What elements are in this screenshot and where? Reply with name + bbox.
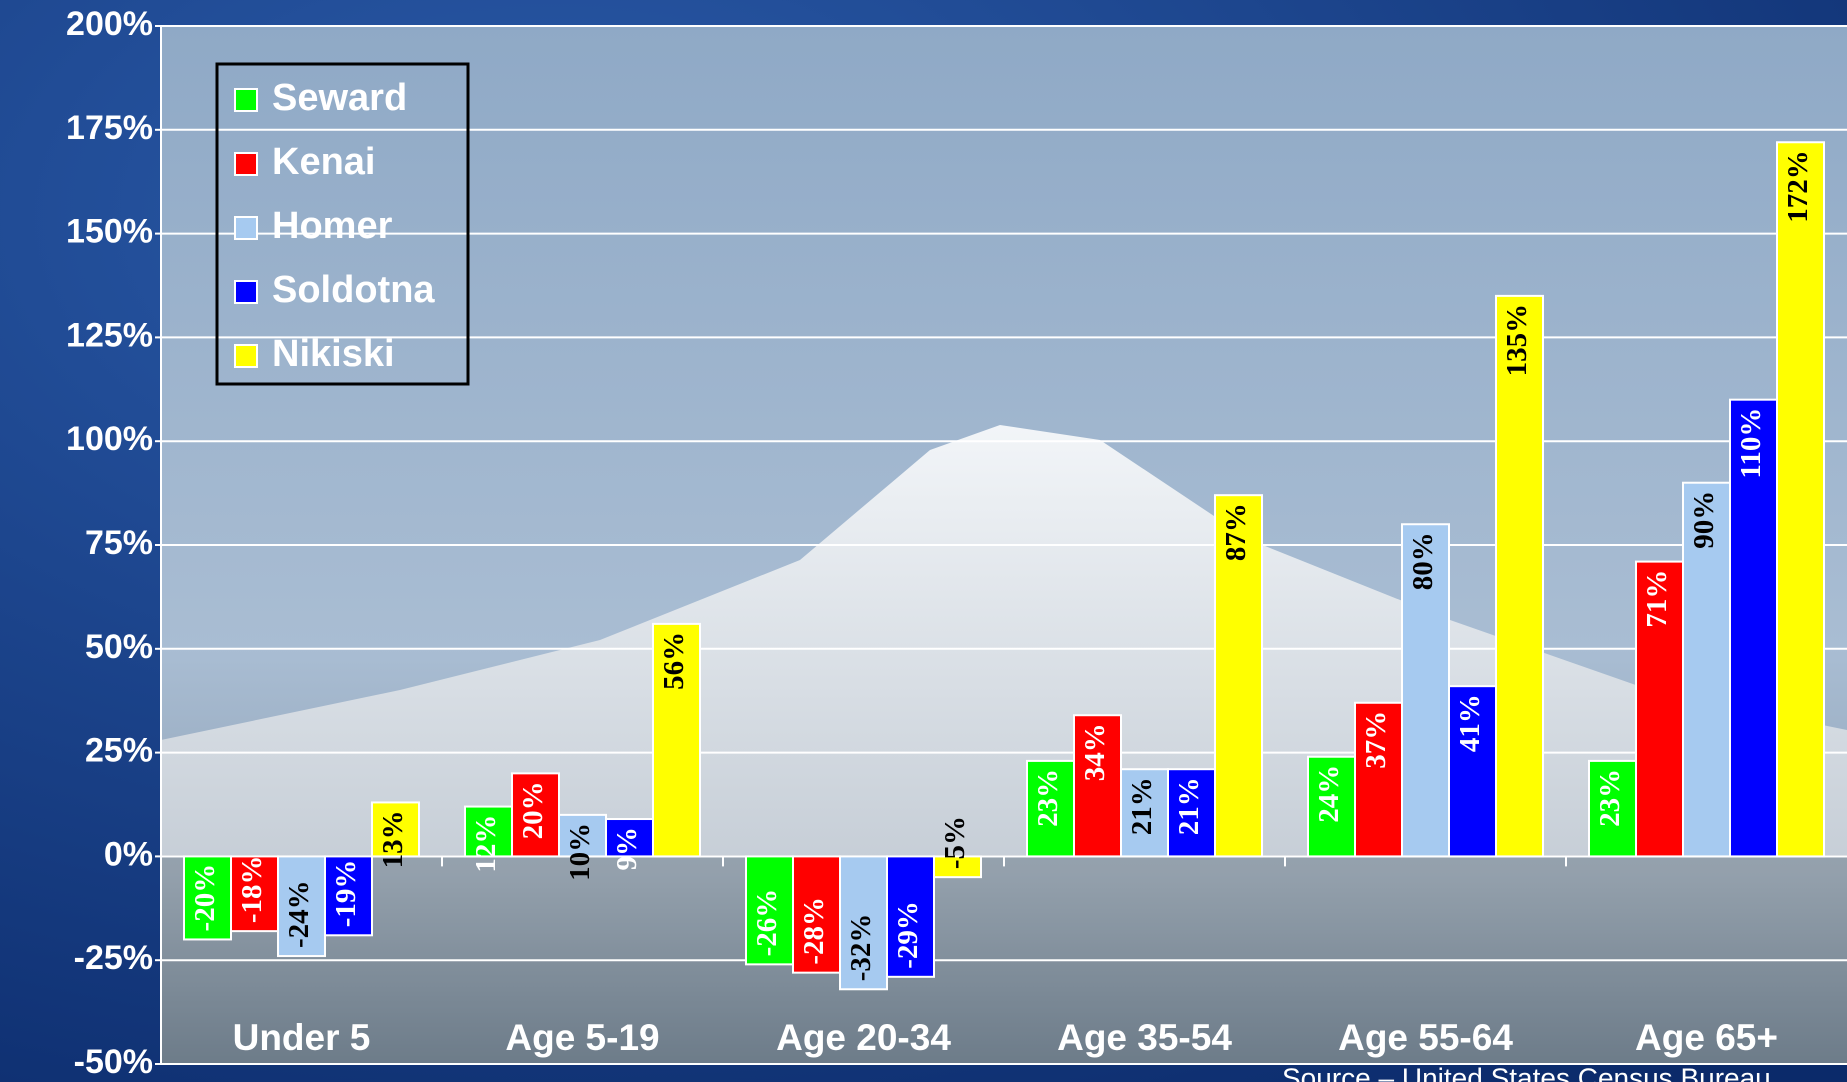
data-label: -29% xyxy=(892,901,924,969)
bar xyxy=(1448,685,1497,858)
bar xyxy=(1214,494,1263,858)
bar xyxy=(745,855,794,966)
legend-swatch xyxy=(234,280,258,304)
data-label: 13% xyxy=(377,810,409,868)
legend-swatch xyxy=(234,216,258,240)
data-label: -18% xyxy=(236,855,268,923)
legend-box xyxy=(215,62,470,386)
y-tick-label: 75% xyxy=(85,524,153,562)
y-tick-label: -25% xyxy=(74,939,153,977)
x-tick-label: Age 5-19 xyxy=(505,1017,659,1058)
legend-label: Seward xyxy=(272,77,407,119)
data-label: 90% xyxy=(1688,491,1720,549)
data-label: 71% xyxy=(1641,570,1673,628)
data-label: 9% xyxy=(611,827,643,871)
data-label: 110% xyxy=(1735,408,1767,479)
data-label: 20% xyxy=(517,781,549,839)
y-tick-label: 100% xyxy=(66,420,153,458)
x-tick-label: Under 5 xyxy=(233,1017,371,1058)
bar xyxy=(1682,481,1731,858)
y-tick-label: 200% xyxy=(66,5,153,43)
data-label: 172% xyxy=(1782,150,1814,223)
data-label: 24% xyxy=(1313,765,1345,823)
data-label: 34% xyxy=(1079,723,1111,781)
data-label: 37% xyxy=(1360,711,1392,769)
data-label: -19% xyxy=(330,860,362,928)
bar xyxy=(324,855,373,937)
data-label: -5% xyxy=(939,816,971,869)
legend-label: Kenai xyxy=(272,141,375,183)
x-tick-label: Age 35-54 xyxy=(1057,1017,1232,1058)
x-tick-label: Age 20-34 xyxy=(776,1017,951,1058)
legend-swatch xyxy=(234,344,258,368)
bar xyxy=(792,855,841,974)
x-tick-label: Age 65+ xyxy=(1635,1017,1778,1058)
data-label: -24% xyxy=(283,880,315,948)
legend-label: Homer xyxy=(272,205,393,247)
bar xyxy=(839,855,888,991)
y-tick-label: 25% xyxy=(85,732,153,770)
data-label: 21% xyxy=(1126,777,1158,835)
bar xyxy=(371,801,420,858)
data-label: 12% xyxy=(470,815,502,873)
legend-label: Nikiski xyxy=(272,333,395,375)
source-note: Source – United States Census Bureau xyxy=(1282,1062,1771,1082)
legend-label: Soldotna xyxy=(272,269,435,311)
data-label: -26% xyxy=(751,889,783,957)
data-label: 87% xyxy=(1220,503,1252,561)
bar xyxy=(511,772,560,858)
data-label: -32% xyxy=(845,914,877,982)
bar xyxy=(886,855,935,978)
data-label: 56% xyxy=(658,632,690,690)
data-label: 135% xyxy=(1501,304,1533,377)
bar xyxy=(277,855,326,958)
legend-swatch xyxy=(234,88,258,112)
data-label: 41% xyxy=(1454,694,1486,752)
bar xyxy=(1588,759,1637,858)
bar xyxy=(1354,701,1403,858)
data-label: -20% xyxy=(189,864,221,932)
bar xyxy=(933,855,982,879)
y-tick-label: 0% xyxy=(104,835,153,873)
bar xyxy=(230,855,279,933)
bar xyxy=(1026,759,1075,858)
bar xyxy=(183,855,232,941)
bar xyxy=(1120,768,1169,858)
y-tick-label: -50% xyxy=(74,1043,153,1081)
data-label: 21% xyxy=(1173,777,1205,835)
data-label: 10% xyxy=(564,823,596,881)
data-label: 23% xyxy=(1032,769,1064,827)
bar xyxy=(1401,523,1450,858)
legend-swatch xyxy=(234,152,258,176)
y-tick-label: 125% xyxy=(66,316,153,354)
x-tick-label: Age 55-64 xyxy=(1338,1017,1513,1058)
data-label: -28% xyxy=(798,897,830,965)
data-label: 80% xyxy=(1407,532,1439,590)
bar xyxy=(652,622,701,858)
y-tick-label: 175% xyxy=(66,109,153,147)
bar xyxy=(1495,294,1544,858)
bar xyxy=(1167,768,1216,858)
bar xyxy=(1776,141,1825,858)
y-tick-label: 150% xyxy=(66,213,153,251)
y-tick-label: 50% xyxy=(85,628,153,666)
data-label: 23% xyxy=(1594,769,1626,827)
